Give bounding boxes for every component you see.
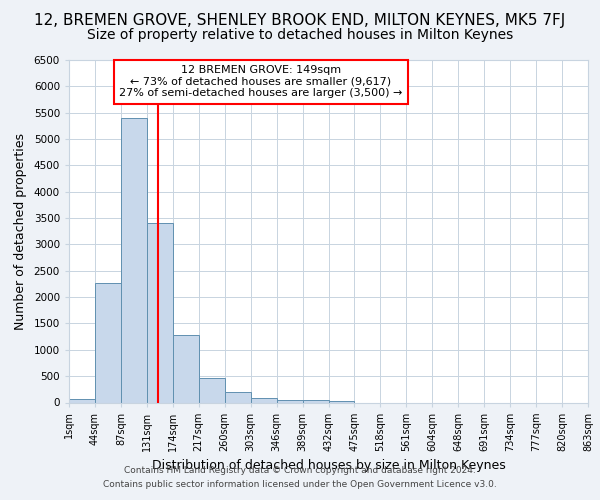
Bar <box>69 398 95 402</box>
Bar <box>173 335 199 402</box>
Text: 12 BREMEN GROVE: 149sqm
← 73% of detached houses are smaller (9,617)
27% of semi: 12 BREMEN GROVE: 149sqm ← 73% of detache… <box>119 65 403 98</box>
Bar <box>225 392 251 402</box>
Bar <box>95 283 121 403</box>
Text: Contains HM Land Registry data © Crown copyright and database right 2024.: Contains HM Land Registry data © Crown c… <box>124 466 476 475</box>
Bar <box>199 378 224 402</box>
Bar <box>251 398 277 402</box>
Text: Size of property relative to detached houses in Milton Keynes: Size of property relative to detached ho… <box>87 28 513 42</box>
Bar <box>147 224 173 402</box>
Bar <box>277 400 302 402</box>
Bar <box>121 118 147 403</box>
Y-axis label: Number of detached properties: Number of detached properties <box>14 132 27 330</box>
Bar <box>329 401 355 402</box>
Text: 12, BREMEN GROVE, SHENLEY BROOK END, MILTON KEYNES, MK5 7FJ: 12, BREMEN GROVE, SHENLEY BROOK END, MIL… <box>34 12 566 28</box>
Text: Contains public sector information licensed under the Open Government Licence v3: Contains public sector information licen… <box>103 480 497 489</box>
X-axis label: Distribution of detached houses by size in Milton Keynes: Distribution of detached houses by size … <box>152 460 505 472</box>
Bar <box>302 400 329 402</box>
